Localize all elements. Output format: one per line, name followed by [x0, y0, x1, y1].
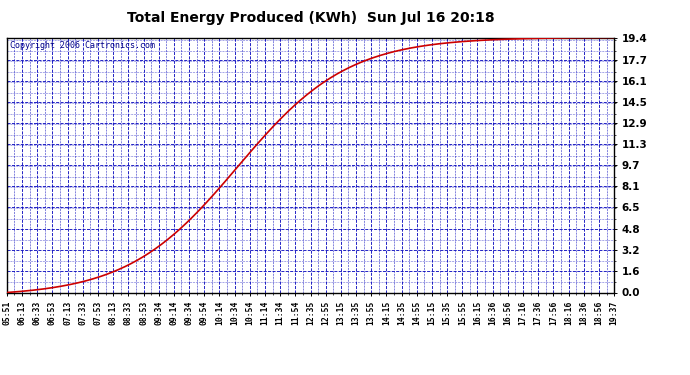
Text: Total Energy Produced (KWh)  Sun Jul 16 20:18: Total Energy Produced (KWh) Sun Jul 16 2… [127, 11, 494, 25]
Text: Copyright 2006 Cartronics.com: Copyright 2006 Cartronics.com [10, 41, 155, 50]
